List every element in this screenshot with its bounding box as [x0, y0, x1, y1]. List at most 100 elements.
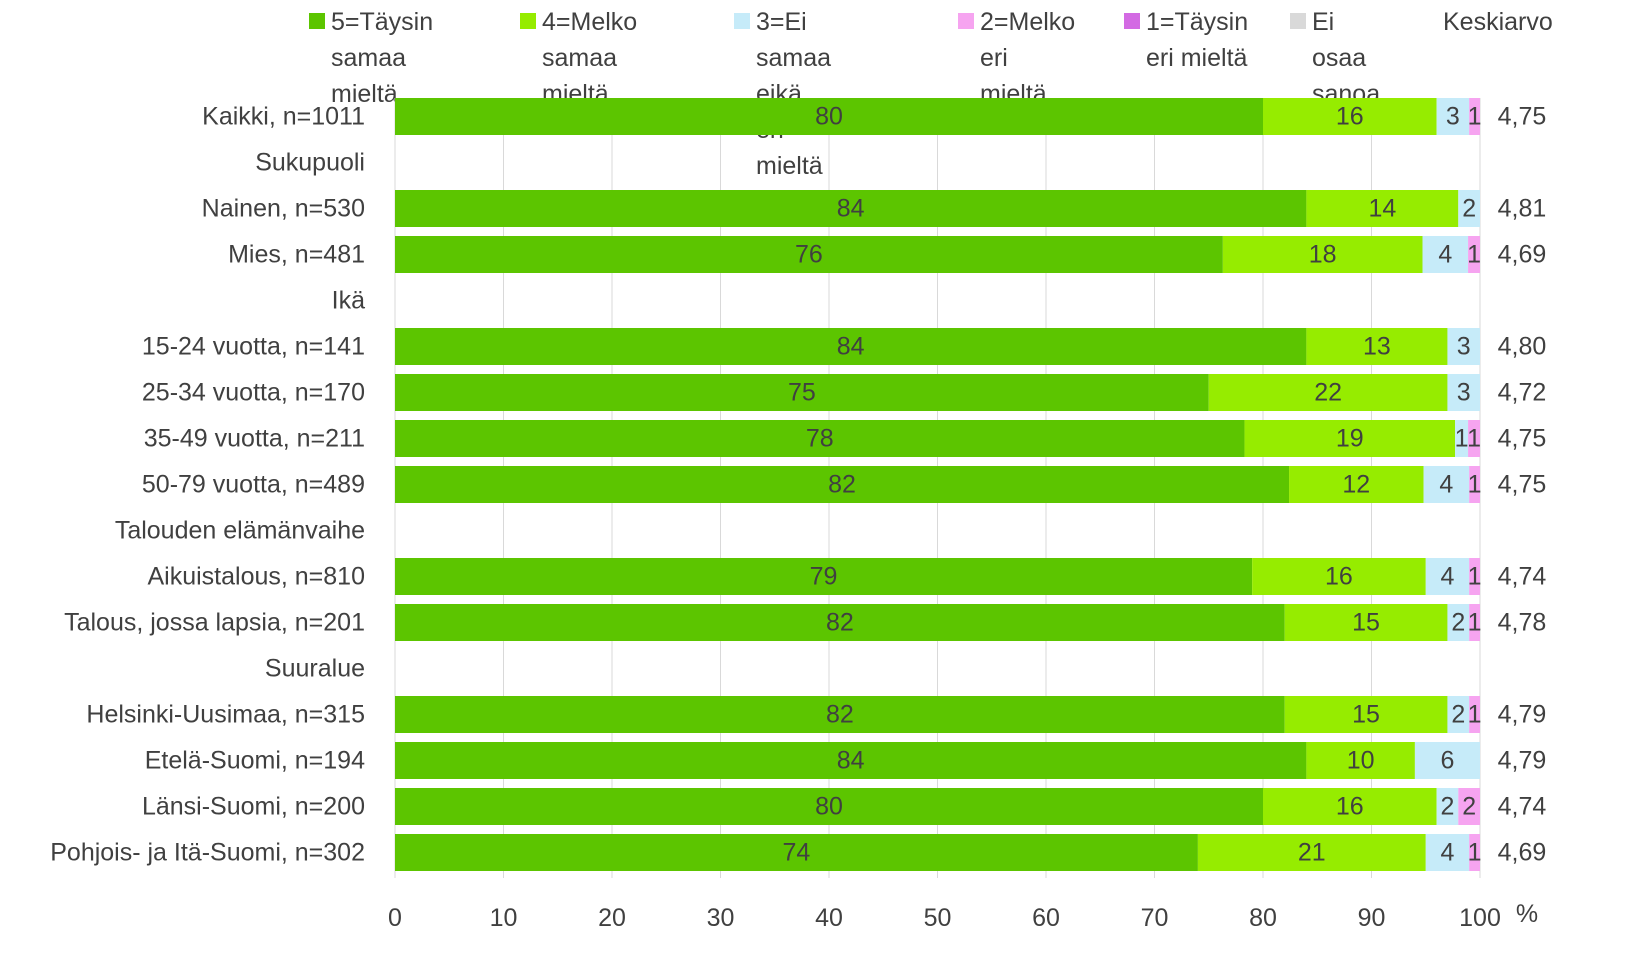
bar-segment: [1436, 98, 1470, 135]
data-label: 16: [1336, 103, 1364, 131]
data-label: 1: [1468, 609, 1482, 637]
bar-segment: [1306, 328, 1448, 365]
data-label: 1: [1467, 425, 1481, 453]
data-label: 1: [1455, 425, 1469, 453]
mean-value: 4,81: [1498, 195, 1547, 223]
data-label: 82: [828, 471, 856, 499]
legend-swatch-3: [734, 13, 750, 29]
bar-segment: [395, 558, 1253, 595]
data-label: 80: [815, 793, 843, 821]
data-label: 2: [1451, 609, 1465, 637]
legend-swatch-2: [958, 13, 974, 29]
data-label: 21: [1298, 839, 1326, 867]
mean-value: 4,75: [1498, 425, 1547, 453]
data-label: 10: [1347, 747, 1375, 775]
row-label: Pohjois- ja Itä-Suomi, n=302: [50, 839, 365, 867]
data-label: 18: [1309, 241, 1337, 269]
row-label: 25-34 vuotta, n=170: [142, 379, 365, 407]
bar-segment: [1469, 834, 1480, 871]
x-tick-label: 10: [490, 904, 518, 932]
bar-segment: [1284, 696, 1448, 733]
bar-segment: [1306, 742, 1415, 779]
bar-segment: [395, 834, 1198, 871]
x-tick-label: 0: [388, 904, 402, 932]
data-label: 84: [837, 747, 865, 775]
bar-segment: [1447, 696, 1470, 733]
x-tick-label: 70: [1141, 904, 1169, 932]
bar-segment: [1458, 190, 1480, 227]
bar-segment: [1422, 236, 1469, 273]
bar-segment: [395, 420, 1245, 457]
x-tick-label: 20: [598, 904, 626, 932]
bar-segment: [1469, 466, 1480, 503]
row-label: Mies, n=481: [228, 241, 365, 269]
bar-segment: [1423, 466, 1470, 503]
data-label: 15: [1352, 701, 1380, 729]
bar-segment: [1263, 788, 1437, 825]
legend-swatch-4: [520, 13, 536, 29]
bar-segment: [395, 328, 1307, 365]
row-label: Länsi-Suomi, n=200: [142, 793, 365, 821]
bar-segment: [1469, 558, 1480, 595]
bar-segment: [1244, 420, 1456, 457]
row-label: 50-79 vuotta, n=489: [142, 471, 365, 499]
data-label: 4: [1439, 471, 1453, 499]
data-label: 6: [1440, 747, 1454, 775]
data-label: 1: [1468, 839, 1482, 867]
data-label: 1: [1468, 563, 1482, 591]
x-tick-label: 40: [815, 904, 843, 932]
row-label: Ikä: [332, 287, 365, 315]
mean-value: 4,75: [1498, 103, 1547, 131]
data-label: 14: [1368, 195, 1396, 223]
row-label: Etelä-Suomi, n=194: [145, 747, 365, 775]
mean-value: 4,79: [1498, 747, 1547, 775]
bar-segment: [1458, 788, 1480, 825]
data-label: 76: [795, 241, 823, 269]
legend-swatch-1: [1124, 13, 1140, 29]
bar-segment: [395, 236, 1223, 273]
bar-segment: [1468, 420, 1480, 457]
mean-value: 4,78: [1498, 609, 1547, 637]
bar-segment: [1284, 604, 1448, 641]
bar-segment: [1263, 98, 1437, 135]
data-label: 82: [826, 701, 854, 729]
row-label: Helsinki-Uusimaa, n=315: [86, 701, 365, 729]
data-label: 1: [1468, 103, 1482, 131]
mean-value: 4,74: [1498, 793, 1547, 821]
legend-label-5: 5=Täysin samaa mieltä: [331, 8, 434, 108]
x-tick-label: 50: [924, 904, 952, 932]
data-label: 2: [1462, 793, 1476, 821]
mean-value: 4,72: [1498, 379, 1547, 407]
row-label: Suuralue: [265, 655, 365, 683]
row-label: 35-49 vuotta, n=211: [144, 425, 365, 453]
data-label: 4: [1440, 563, 1454, 591]
data-label: 4: [1440, 839, 1454, 867]
mean-value: 4,69: [1498, 839, 1547, 867]
bar-segment: [1425, 834, 1470, 871]
data-label: 78: [806, 425, 834, 453]
bar-segment: [1447, 604, 1470, 641]
legend: 5=Täysin samaa mieltä 4=Melko samaa miel…: [0, 4, 1625, 180]
x-tick-label: 30: [707, 904, 735, 932]
mean-header: Keskiarvo: [1443, 4, 1553, 40]
data-label: 12: [1342, 471, 1370, 499]
row-label: 15-24 vuotta, n=141: [142, 333, 365, 361]
bar-segment: [1414, 742, 1480, 779]
data-label: 1: [1467, 241, 1481, 269]
bar-segment: [1222, 236, 1423, 273]
data-label: 80: [815, 103, 843, 131]
data-label: 13: [1363, 333, 1391, 361]
legend-swatch-eos: [1290, 13, 1306, 29]
mean-value: 4,75: [1498, 471, 1547, 499]
x-unit-label: %: [1516, 900, 1538, 928]
bar-segment: [1469, 604, 1480, 641]
data-label: 19: [1336, 425, 1364, 453]
legend-label-3: 3=Ei samaa eikä eri mieltä: [756, 8, 832, 180]
legend-swatch-5: [309, 13, 325, 29]
data-label: 3: [1446, 103, 1460, 131]
bar-segment: [395, 374, 1209, 411]
bar-segment: [395, 466, 1290, 503]
data-label: 82: [826, 609, 854, 637]
bar-segment: [1469, 98, 1480, 135]
bar-segment: [1197, 834, 1426, 871]
